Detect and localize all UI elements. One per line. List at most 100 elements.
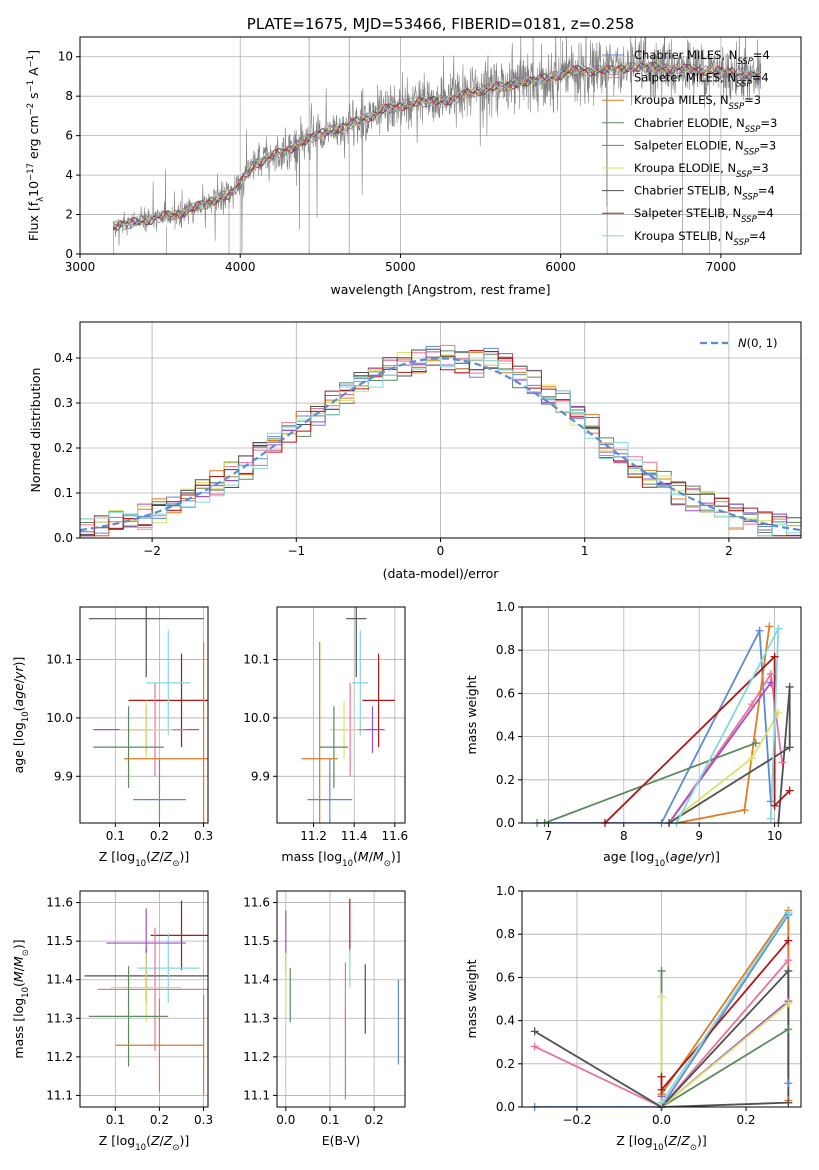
label-part: 10: [26, 181, 41, 197]
y-tick-label: 10.1: [243, 653, 270, 667]
label-part: Salpeter STELIB, N: [634, 206, 741, 220]
plot-area: [301, 607, 395, 823]
label-part: /: [369, 849, 374, 864]
label-part: SSP: [742, 193, 758, 203]
model-line-salpeter_stelib: [113, 62, 762, 231]
plot-area: [80, 344, 801, 537]
axes-frame: [276, 890, 406, 1108]
y-axis-label: mass weight: [464, 675, 479, 754]
x-tick-label: 6000: [545, 260, 576, 274]
weight-marker-salpeter_stelib: [770, 652, 779, 661]
weight-marker-chabrier_miles: [784, 1079, 793, 1088]
axes-frame: [79, 36, 802, 255]
legend-entry: Chabrier ELODIE, NSSP=3: [634, 116, 777, 135]
plot-area: [84, 900, 208, 1096]
weight-marker-chabrier_stelib: [784, 966, 793, 975]
label-part: λ: [36, 197, 46, 202]
label-part: Salpeter ELODIE, N: [634, 138, 744, 152]
y-tick-label: 0.2: [496, 773, 515, 787]
label-part: Chabrier ELODIE, N: [634, 116, 745, 130]
weight-marker-kroupa_stelib: [774, 624, 783, 633]
y-tick-label: 11.2: [46, 1050, 73, 1064]
x-tick-label: 0.1: [106, 829, 125, 843]
label-part: SSP: [744, 147, 760, 157]
gaussian-curve: [80, 357, 801, 532]
legend-entry: Salpeter MILES, NSSP=4: [634, 71, 769, 90]
x-tick-label: 0.2: [736, 1113, 755, 1127]
x-axis-label: Z [log10(Z/Z⊙)]: [99, 849, 189, 869]
label-part: ⊙: [21, 949, 31, 956]
x-axis-label: Z [log10(Z/Z⊙)]: [99, 1133, 189, 1153]
label-part: Z [log: [616, 1133, 652, 1148]
x-tick-label: 10: [767, 829, 782, 843]
y-tick-label: 0.0: [496, 1100, 515, 1114]
axes-frame: [521, 606, 802, 824]
y-tick-label: 11.3: [243, 1011, 270, 1025]
label-part: SSP: [745, 125, 761, 135]
label-part: M: [373, 849, 384, 864]
label-part: 10: [21, 987, 31, 998]
label-part: Chabrier MILES, N: [634, 48, 737, 62]
y-tick-label: 0.1: [54, 486, 73, 500]
weight-marker-salpeter_stelib: [657, 1085, 666, 1094]
weight-line-kroupa_stelib: [675, 628, 780, 823]
legend-entry: Kroupa MILES, NSSP=3: [634, 93, 761, 112]
weight-marker-chabrier_stelib: [530, 1027, 539, 1036]
y-tick-label: 11.5: [46, 934, 73, 948]
label-part: Kroupa ELODIE, N: [634, 161, 736, 175]
panel-age_vs_z: 0.1 0.2 0.39.910.010.1Z [log10(Z/Z⊙)]age […: [11, 606, 213, 869]
y-tick-label: 0.6: [496, 686, 515, 700]
y-tick-label: 0.6: [496, 970, 515, 984]
model-line-kroupa_stelib: [113, 61, 762, 228]
label-part: )]: [710, 849, 720, 864]
label-part: 10: [135, 1143, 146, 1153]
y-axis-label: mass [log10(M/M⊙)]: [11, 939, 31, 1058]
label-part: N: [738, 336, 747, 350]
weight-marker-salpeter_miles: [784, 956, 793, 965]
label-part: E(B-V): [322, 1133, 361, 1148]
legend-entry: Salpeter ELODIE, NSSP=3: [634, 138, 776, 157]
label-part: SSP: [736, 170, 752, 180]
legend-entry: Salpeter STELIB, NSSP=4: [634, 206, 774, 225]
weight-marker-kroupa_stelib: [657, 1098, 666, 1107]
label-part: =4: [749, 229, 766, 243]
x-tick-label: 7000: [706, 260, 737, 274]
histogram-salpeter_stelib: [80, 350, 801, 537]
y-tick-label: 0.8: [496, 643, 515, 657]
label-part: yr: [11, 666, 26, 680]
y-tick-label: 1.0: [496, 600, 515, 614]
x-tick-label: 0.2: [150, 1113, 169, 1127]
label-part: −1: [26, 55, 36, 68]
label-part: −17: [26, 163, 36, 181]
y-tick-label: 4: [65, 168, 73, 182]
y-tick-label: 0.2: [54, 441, 73, 455]
label-part: M: [11, 971, 26, 982]
label-part: age [log: [603, 849, 654, 864]
x-tick-label: 4000: [225, 260, 256, 274]
x-axis-label: (data-model)/error: [383, 566, 500, 581]
label-part: (: [11, 982, 26, 987]
label-part: mass [log: [281, 849, 342, 864]
y-tick-label: 11.1: [46, 1088, 73, 1102]
label-part: erg cm: [26, 115, 41, 163]
y-tick-label: 1.0: [496, 884, 515, 898]
weight-marker-chabrier_miles: [766, 797, 775, 806]
label-part: Kroupa STELIB, N: [634, 229, 734, 243]
legend-entry: Chabrier MILES, NSSP=4: [634, 48, 770, 67]
y-axis-label: age [log10(age/yr)]: [11, 657, 31, 774]
weight-marker-chabrier_stelib: [785, 682, 794, 691]
x-tick-label: 3000: [65, 260, 96, 274]
label-part: =3: [759, 138, 776, 152]
label-part: )]: [391, 849, 401, 864]
label-part: (: [146, 1133, 151, 1148]
label-part: /: [11, 678, 26, 683]
label-part: )]: [11, 939, 26, 949]
y-tick-label: 0.2: [496, 1057, 515, 1071]
panel-spectrum: 3000 4000 5000 6000 7000 0 2 4 6 8 10 PLATE=1675, M…: [26, 15, 802, 297]
label-part: SSP: [737, 57, 753, 67]
weight-marker-salpeter_miles: [530, 1042, 539, 1051]
x-tick-label: 0.0: [652, 1113, 671, 1127]
weight-marker-salpeter_miles: [778, 758, 787, 767]
